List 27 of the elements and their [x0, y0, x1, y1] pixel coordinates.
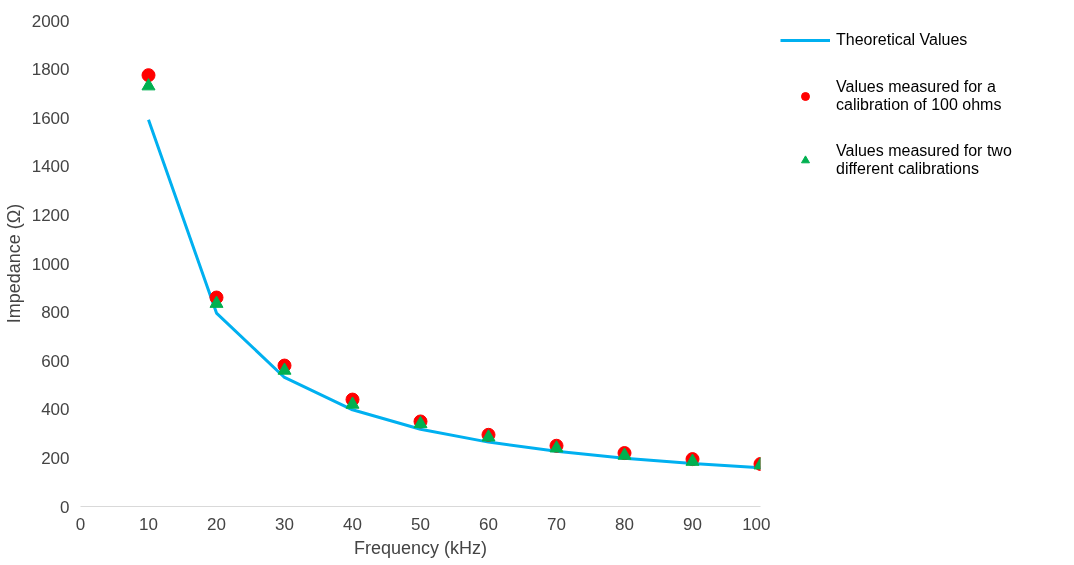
y-tick-label: 1600: [31, 108, 70, 128]
y-tick-label: 1400: [31, 157, 70, 177]
y-tick-label: 2000: [31, 11, 70, 31]
legend-label: Values measured for a calibration of 100 ohms: [836, 78, 1002, 114]
x-tick-label: 30: [275, 514, 294, 534]
y-tick-label: 200: [41, 448, 70, 468]
y-tick-label: 0: [60, 497, 70, 517]
x-tick-label: 100: [742, 514, 771, 534]
y-tick-label: 800: [41, 303, 70, 323]
y-axis-title: Impedance (Ω): [3, 203, 24, 324]
x-tick-label: 80: [615, 514, 634, 534]
x-tick-label: 70: [547, 514, 566, 534]
x-tick-label: 10: [139, 514, 158, 534]
x-tick-label: 20: [207, 514, 226, 534]
x-axis-title: Frequency (kHz): [353, 537, 488, 558]
x-tick-label: 0: [75, 514, 86, 534]
x-tick-label: 90: [683, 514, 702, 534]
y-tick-label: 1000: [31, 254, 70, 274]
legend-label: Values measured for two different calibrations: [836, 142, 1012, 178]
y-tick-label: 1200: [31, 205, 70, 225]
x-tick-label: 60: [479, 514, 498, 534]
y-tick-label: 400: [41, 400, 70, 420]
y-tick-label: 1800: [31, 60, 70, 80]
y-tick-label: 600: [41, 351, 70, 371]
x-tick-label: 40: [343, 514, 362, 534]
x-tick-label: 50: [411, 514, 430, 534]
legend-label: Theoretical Values: [836, 31, 968, 49]
